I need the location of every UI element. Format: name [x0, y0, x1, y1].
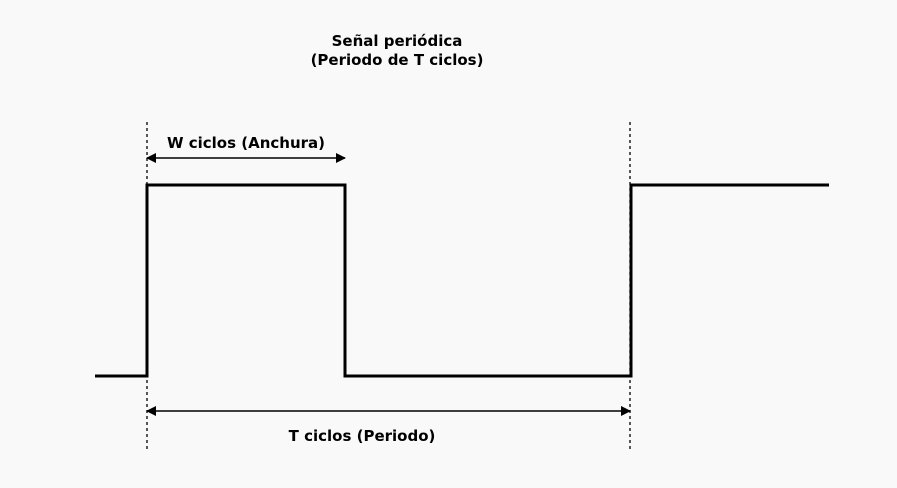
- period-label: T ciclos (Periodo): [289, 427, 436, 445]
- title-line-2: (Periodo de T ciclos): [311, 51, 484, 69]
- title-line-1: Señal periódica: [332, 32, 463, 50]
- width-label: W ciclos (Anchura): [167, 134, 325, 152]
- square-wave-signal: [95, 183, 829, 378]
